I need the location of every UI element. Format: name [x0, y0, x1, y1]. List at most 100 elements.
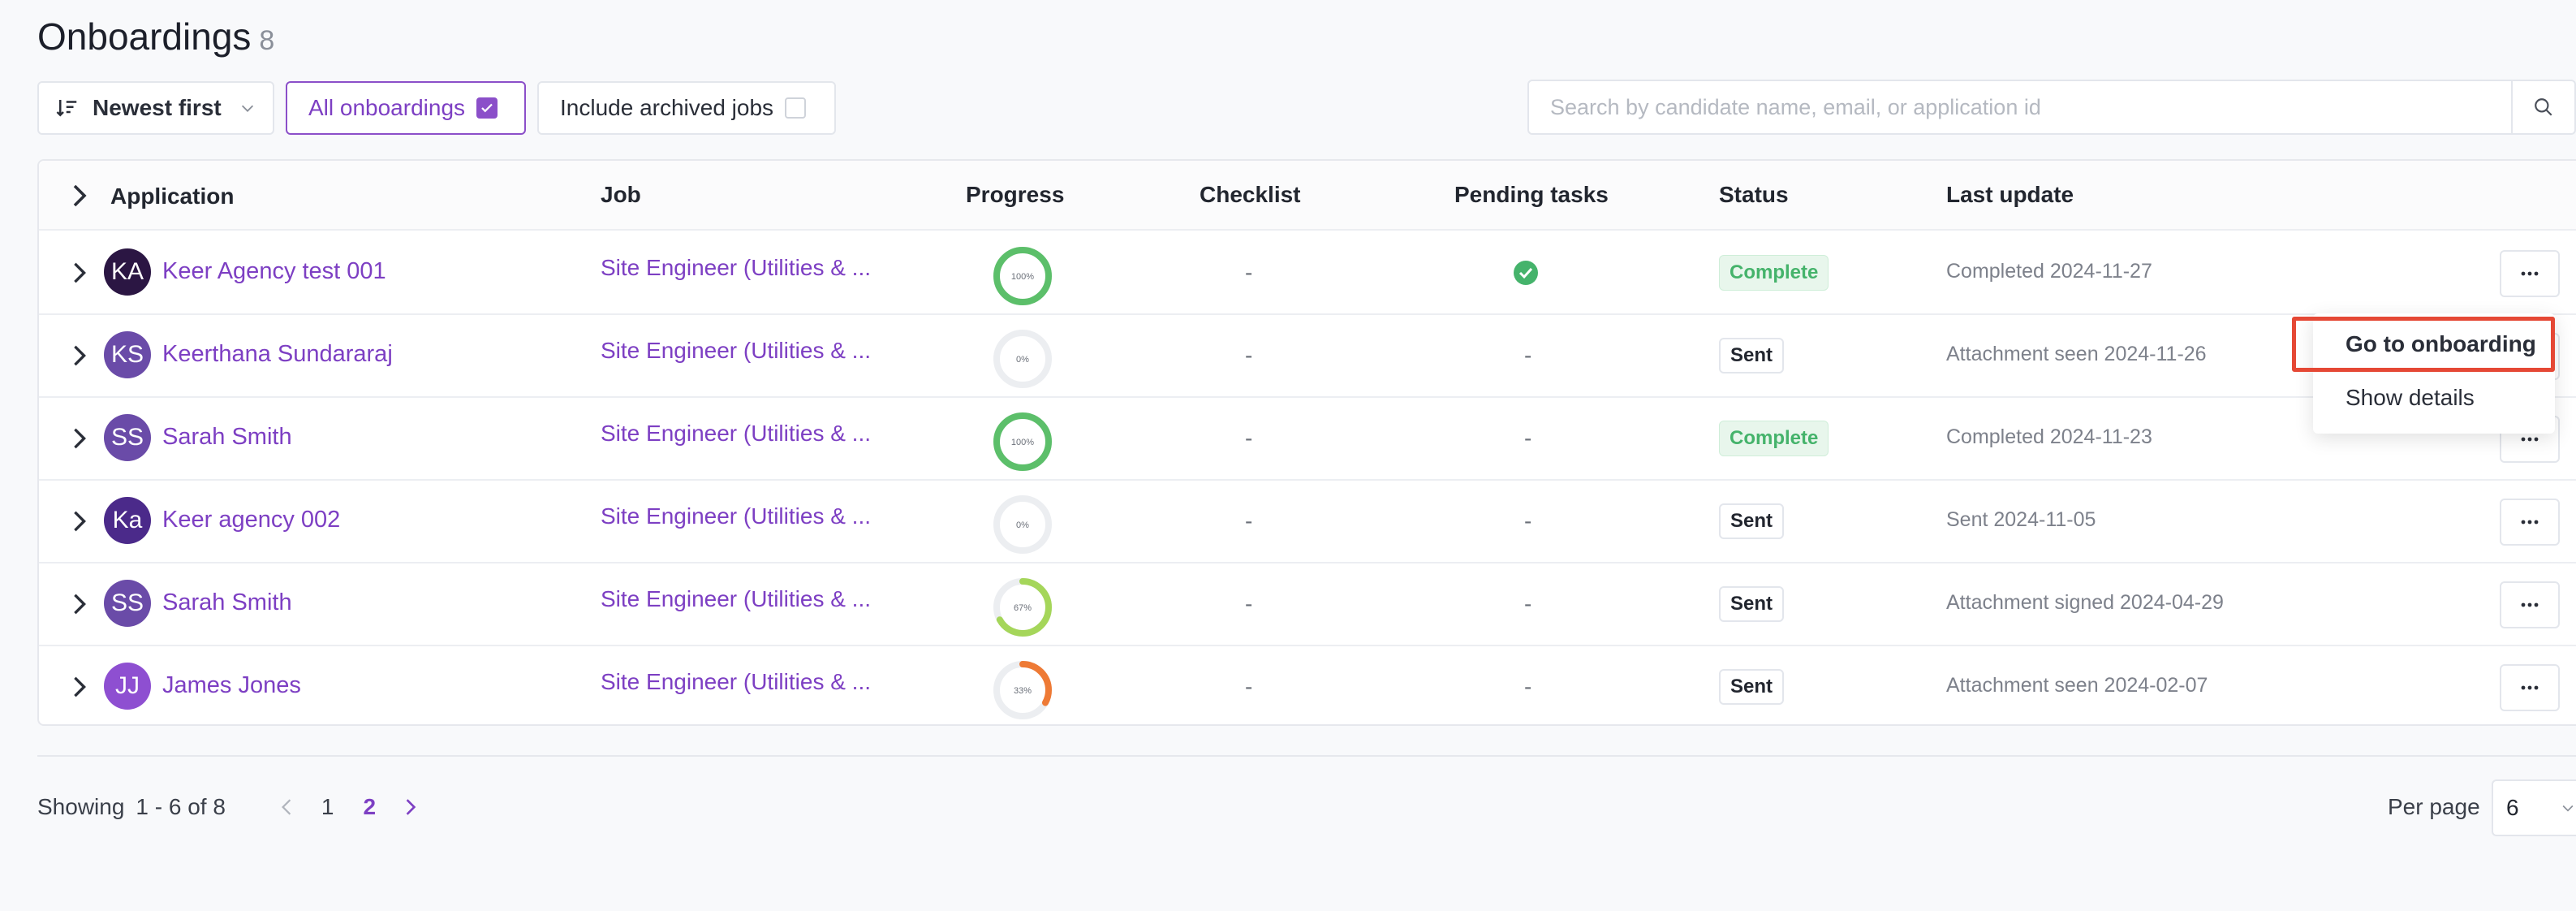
pending-tasks-value: -: [1524, 425, 1532, 451]
more-icon: [2521, 437, 2539, 442]
expand-row-icon[interactable]: [71, 261, 88, 284]
table-row[interactable]: JJ James Jones Site Engineer (Utilities & …: [39, 646, 2576, 729]
include-archived-checkbox[interactable]: [785, 97, 807, 119]
progress-label: 100%: [1011, 272, 1034, 282]
all-onboardings-checkbox[interactable]: [476, 97, 498, 119]
progress-label: 67%: [1014, 603, 1032, 613]
progress-arc: [993, 661, 1052, 719]
column-header-checklist[interactable]: Checklist: [1200, 182, 1301, 207]
per-page-select[interactable]: 6: [2492, 779, 2576, 836]
progress-gauge: 33%: [993, 661, 1052, 719]
progress-label: 33%: [1014, 686, 1032, 696]
checklist-value: -: [1245, 591, 1253, 616]
progress-gauge: 0%: [993, 330, 1052, 388]
column-header-progress[interactable]: Progress: [966, 182, 1065, 207]
last-update-text: Completed 2024-11-23: [1946, 425, 2152, 448]
check-circle-icon: [1514, 261, 1538, 285]
go-to-onboarding-menu-item[interactable]: Go to onboarding: [2346, 331, 2536, 356]
job-link[interactable]: Site Engineer (Utilities & ...: [601, 255, 872, 280]
showing-label: Showing: [37, 794, 125, 819]
checklist-value: -: [1245, 425, 1253, 451]
progress-arc: [993, 247, 1052, 305]
row-actions-button[interactable]: [2500, 499, 2560, 546]
job-link[interactable]: Site Engineer (Utilities & ...: [601, 503, 872, 529]
table-row[interactable]: SS Sarah Smith Site Engineer (Utilities & …: [39, 398, 2576, 481]
expand-row-icon[interactable]: [71, 676, 88, 698]
search-button[interactable]: [2511, 81, 2574, 133]
onboardings-table: Application Job Progress Checklist Pendi…: [37, 159, 2576, 726]
row-actions-button[interactable]: [2500, 664, 2560, 711]
page-title: Onboardings 8: [37, 15, 275, 58]
row-actions-menu: Go to onboarding Show details: [2313, 313, 2555, 434]
column-header-application[interactable]: Application: [110, 183, 235, 209]
per-page-value: 6: [2506, 795, 2519, 820]
expand-row-icon[interactable]: [71, 427, 88, 450]
status-badge: Sent: [1719, 586, 1785, 622]
job-link[interactable]: Site Engineer (Utilities & ...: [601, 669, 872, 694]
avatar: KS: [104, 331, 151, 378]
more-icon: [2521, 520, 2539, 525]
search-input[interactable]: [1529, 81, 2511, 133]
pending-tasks-value: -: [1524, 674, 1532, 699]
toolbar: Newest first All onboardings Include arc…: [37, 81, 836, 135]
status-badge: Complete: [1719, 421, 1829, 456]
chevron-down-icon: [2562, 805, 2574, 812]
progress-label: 100%: [1011, 438, 1034, 447]
progress-gauge: 0%: [993, 495, 1052, 554]
expand-row-icon[interactable]: [71, 510, 88, 533]
table-row[interactable]: SS Sarah Smith Site Engineer (Utilities & …: [39, 563, 2576, 646]
last-update-text: Attachment seen 2024-11-26: [1946, 343, 2207, 365]
candidate-name-link[interactable]: Keerthana Sundararaj: [162, 341, 393, 367]
all-onboardings-label: All onboardings: [308, 95, 466, 120]
progress-arc: [993, 578, 1052, 637]
row-actions-button[interactable]: [2500, 581, 2560, 628]
job-link[interactable]: Site Engineer (Utilities & ...: [601, 421, 872, 446]
expand-row-icon[interactable]: [71, 344, 88, 367]
pending-tasks-value: -: [1524, 591, 1532, 616]
all-onboardings-toggle[interactable]: All onboardings: [286, 81, 526, 135]
page-1-button[interactable]: 1: [321, 794, 334, 819]
job-link[interactable]: Site Engineer (Utilities & ...: [601, 338, 872, 363]
page-2-button[interactable]: 2: [363, 794, 377, 819]
candidate-name-link[interactable]: Sarah Smith: [162, 589, 292, 615]
column-header-pending-tasks[interactable]: Pending tasks: [1454, 182, 1609, 207]
row-actions-button[interactable]: [2500, 250, 2560, 297]
table-row[interactable]: Ka Keer agency 002 Site Engineer (Utilitie…: [39, 481, 2576, 563]
candidate-name-link[interactable]: James Jones: [162, 672, 301, 698]
checklist-value: -: [1245, 260, 1253, 285]
last-update-text: Completed 2024-11-27: [1946, 260, 2152, 283]
candidate-name-link[interactable]: Sarah Smith: [162, 424, 292, 450]
avatar: SS: [104, 580, 151, 627]
sort-dropdown[interactable]: Newest first: [37, 81, 274, 135]
avatar: SS: [104, 414, 151, 461]
include-archived-toggle[interactable]: Include archived jobs: [537, 81, 836, 135]
sort-label: Newest first: [93, 95, 222, 120]
table-row[interactable]: KS Keerthana Sundararaj Site Engineer (Uti…: [39, 315, 2576, 398]
job-link[interactable]: Site Engineer (Utilities & ...: [601, 586, 872, 611]
include-archived-label: Include archived jobs: [560, 95, 774, 120]
candidate-name-link[interactable]: Keer Agency test 001: [162, 258, 386, 284]
last-update-text: Sent 2024-11-05: [1946, 508, 2096, 531]
prev-page-icon[interactable]: [274, 795, 299, 819]
candidate-name-link[interactable]: Keer agency 002: [162, 507, 341, 533]
avatar: KA: [104, 248, 151, 296]
next-page-icon[interactable]: [398, 795, 423, 819]
status-badge: Sent: [1719, 503, 1785, 539]
search-icon: [2535, 98, 2552, 116]
status-badge: Sent: [1719, 669, 1785, 705]
progress-track: [993, 330, 1052, 388]
progress-gauge: 100%: [993, 247, 1052, 305]
progress-label: 0%: [1016, 355, 1029, 365]
table-row[interactable]: KA Keer Agency test 001 Site Engineer (Uti…: [39, 232, 2576, 315]
expand-row-icon[interactable]: [71, 593, 88, 615]
pending-tasks-value: -: [1524, 343, 1532, 368]
column-header-job[interactable]: Job: [601, 182, 641, 207]
expand-all-icon[interactable]: [70, 183, 89, 208]
column-header-last-update[interactable]: Last update: [1946, 182, 2074, 207]
show-details-menu-item[interactable]: Show details: [2346, 385, 2475, 410]
chevron-down-icon: [241, 105, 254, 112]
avatar: JJ: [104, 663, 151, 710]
progress-track: [993, 495, 1052, 554]
column-header-status[interactable]: Status: [1719, 182, 1789, 207]
checklist-value: -: [1245, 674, 1253, 699]
